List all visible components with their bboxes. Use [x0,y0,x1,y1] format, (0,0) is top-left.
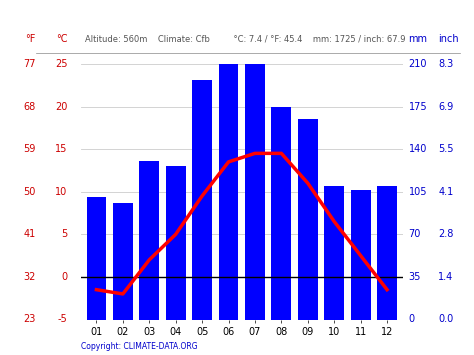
Text: 140: 140 [409,144,427,154]
Text: 77: 77 [23,59,36,69]
Bar [245,64,265,320]
Text: 0: 0 [409,315,415,324]
Bar [87,197,106,320]
Text: 6.9: 6.9 [438,102,454,111]
Text: 23: 23 [23,315,36,324]
Bar [377,186,397,320]
Text: 70: 70 [409,229,421,239]
Text: 10: 10 [55,187,67,197]
Text: 1.4: 1.4 [438,272,454,282]
Text: Copyright: CLIMATE-DATA.ORG: Copyright: CLIMATE-DATA.ORG [81,343,197,351]
Text: 32: 32 [23,272,36,282]
Text: 25: 25 [55,59,67,69]
Text: -5: -5 [57,315,67,324]
Text: 175: 175 [409,102,427,111]
Text: 5.5: 5.5 [438,144,454,154]
Text: 50: 50 [23,187,36,197]
Text: °C: °C [56,34,67,44]
Text: 0: 0 [61,272,67,282]
Bar [113,203,133,320]
Text: 0.0: 0.0 [438,315,454,324]
Bar [192,80,212,320]
Bar [272,106,292,320]
Text: Altitude: 560m    Climate: Cfb         °C: 7.4 / °F: 45.4    mm: 1725 / inch: 67: Altitude: 560m Climate: Cfb °C: 7.4 / °F… [85,34,406,44]
Text: mm: mm [409,34,428,44]
Text: 210: 210 [409,59,427,69]
Text: 5: 5 [61,229,67,239]
Bar [139,161,159,320]
Text: 8.3: 8.3 [438,59,454,69]
Text: 2.8: 2.8 [438,229,454,239]
Bar [219,64,238,320]
Text: 4.1: 4.1 [438,187,454,197]
Bar [324,186,344,320]
Text: 20: 20 [55,102,67,111]
Bar [351,191,371,320]
Text: 59: 59 [23,144,36,154]
Text: 15: 15 [55,144,67,154]
Text: 68: 68 [23,102,36,111]
Text: 41: 41 [23,229,36,239]
Bar [166,166,186,320]
Text: °F: °F [25,34,36,44]
Text: 105: 105 [409,187,427,197]
Bar [298,119,318,320]
Text: 35: 35 [409,272,421,282]
Text: inch: inch [438,34,459,44]
